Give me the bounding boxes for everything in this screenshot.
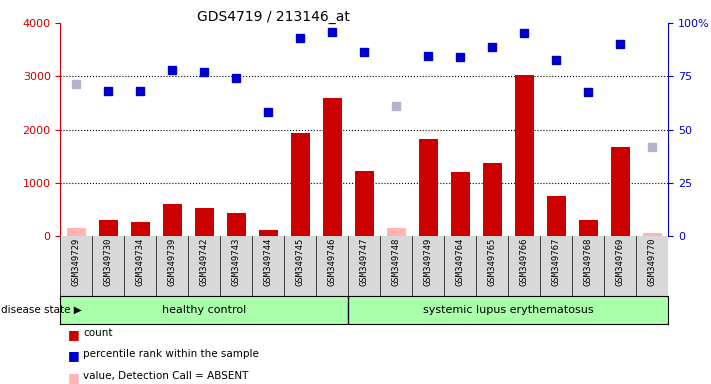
Bar bbox=[611, 147, 630, 236]
Bar bbox=[131, 222, 150, 236]
Text: GSM349767: GSM349767 bbox=[552, 238, 561, 286]
Bar bbox=[67, 228, 86, 236]
Text: GSM349743: GSM349743 bbox=[232, 238, 241, 286]
Bar bbox=[291, 133, 310, 236]
Text: GSM349765: GSM349765 bbox=[488, 238, 497, 286]
Text: GSM349742: GSM349742 bbox=[200, 238, 209, 286]
Text: count: count bbox=[83, 328, 112, 338]
Text: GSM349766: GSM349766 bbox=[520, 238, 529, 286]
Text: GSM349746: GSM349746 bbox=[328, 238, 337, 286]
Text: GSM349729: GSM349729 bbox=[72, 238, 81, 286]
Text: GSM349768: GSM349768 bbox=[584, 238, 593, 286]
Text: GSM349745: GSM349745 bbox=[296, 238, 305, 286]
Bar bbox=[579, 220, 598, 236]
Bar bbox=[419, 139, 438, 236]
Bar bbox=[99, 220, 118, 236]
Text: ■: ■ bbox=[68, 328, 80, 341]
Bar bbox=[387, 228, 406, 236]
Bar bbox=[451, 172, 470, 236]
Bar bbox=[643, 233, 662, 236]
Text: GSM349748: GSM349748 bbox=[392, 238, 401, 286]
Bar bbox=[227, 213, 246, 236]
Text: GSM349730: GSM349730 bbox=[104, 238, 113, 286]
Text: value, Detection Call = ABSENT: value, Detection Call = ABSENT bbox=[83, 371, 249, 381]
Text: GSM349749: GSM349749 bbox=[424, 238, 433, 286]
Text: GSM349770: GSM349770 bbox=[648, 238, 657, 286]
Bar bbox=[163, 204, 182, 236]
Bar bbox=[355, 171, 374, 236]
Bar bbox=[259, 230, 278, 236]
Text: GSM349769: GSM349769 bbox=[616, 238, 625, 286]
Bar bbox=[323, 98, 342, 236]
Bar bbox=[195, 209, 214, 236]
Text: systemic lupus erythematosus: systemic lupus erythematosus bbox=[423, 305, 594, 315]
Text: healthy control: healthy control bbox=[162, 305, 247, 315]
Bar bbox=[483, 163, 502, 236]
Bar bbox=[547, 196, 566, 236]
Text: GSM349744: GSM349744 bbox=[264, 238, 273, 286]
Text: GDS4719 / 213146_at: GDS4719 / 213146_at bbox=[197, 10, 350, 23]
Text: GSM349764: GSM349764 bbox=[456, 238, 465, 286]
Text: GSM349747: GSM349747 bbox=[360, 238, 369, 286]
Text: GSM349739: GSM349739 bbox=[168, 238, 177, 286]
Bar bbox=[515, 75, 534, 236]
Text: percentile rank within the sample: percentile rank within the sample bbox=[83, 349, 259, 359]
Text: disease state ▶: disease state ▶ bbox=[1, 305, 82, 315]
Text: ■: ■ bbox=[68, 371, 80, 384]
Text: ■: ■ bbox=[68, 349, 80, 362]
Text: GSM349734: GSM349734 bbox=[136, 238, 145, 286]
